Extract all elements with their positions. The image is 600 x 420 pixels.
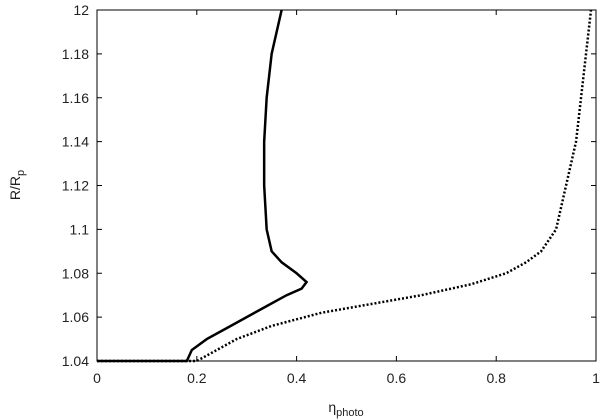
y-tick-label: 1.16 (62, 90, 89, 106)
x-tick-label: 0.4 (287, 370, 307, 386)
y-tick-label: 1.06 (62, 309, 89, 325)
y-tick-label: 1.12 (62, 178, 89, 194)
series-line (97, 9, 309, 363)
y-tick-label: 1.08 (62, 265, 89, 281)
series-line (97, 9, 593, 363)
y-label-main: R/R (7, 176, 23, 200)
x-tick-label: 1 (592, 370, 600, 386)
plot-frame (96, 9, 597, 362)
x-axis-label: ηphoto (328, 399, 363, 419)
x-label-main: η (328, 399, 336, 415)
x-tick-label: 0.6 (387, 370, 407, 386)
y-label-sub: p (15, 170, 27, 176)
x-tick-label: 0.8 (486, 370, 506, 386)
x-tick-label: 0 (93, 370, 101, 386)
y-tick-label: 1.14 (62, 134, 89, 150)
x-label-sub: photo (336, 407, 364, 419)
y-tick-label: 1.1 (70, 221, 90, 237)
y-tick-label: 12 (73, 2, 89, 18)
y-tick-label: 1.18 (62, 46, 89, 62)
x-tick-label: 0.2 (187, 370, 207, 386)
y-axis-label: R/Rp (7, 170, 27, 200)
y-tick-label: 1.04 (62, 353, 89, 369)
